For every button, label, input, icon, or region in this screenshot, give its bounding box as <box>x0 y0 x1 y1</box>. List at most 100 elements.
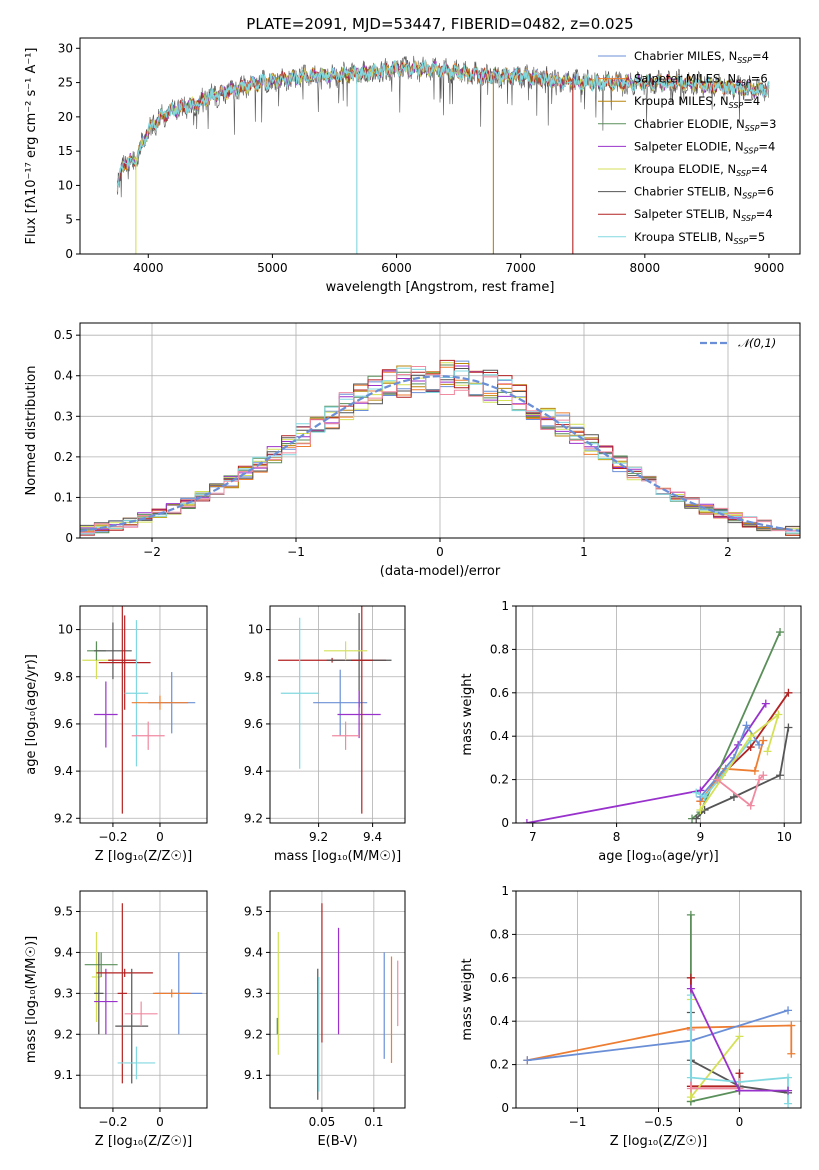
x-axis-label: Z [log₁₀(Z/Z☉)] <box>610 1134 707 1149</box>
y-axis-label: age [log₁₀(age/yr)] <box>24 654 39 775</box>
plot-area <box>276 903 399 1100</box>
x-axis-label: (data-model)/error <box>380 564 501 579</box>
x-tick-label: 4000 <box>133 261 164 275</box>
legend-entry: Salpeter STELIB, NSSP=4 <box>634 207 773 223</box>
legend-entry: Chabrier ELODIE, NSSP=3 <box>634 117 776 133</box>
x-tick-label: 0 <box>156 830 164 844</box>
data-point-marker <box>522 819 531 823</box>
x-tick-label: 0 <box>736 1115 744 1129</box>
axes-frame <box>79 605 208 824</box>
legend-entry-subscript: SSP <box>745 124 760 133</box>
x-axis-label: mass [log₁₀(M/M☉)] <box>274 849 401 864</box>
y-tick-label: 9.5 <box>54 904 73 918</box>
y-tick-label: 10 <box>248 623 263 637</box>
legend: 𝒩(0,1) <box>700 336 776 350</box>
axes-frame <box>79 37 801 255</box>
legend-entry: Chabrier STELIB, NSSP=6 <box>634 185 774 201</box>
weight-line <box>699 740 765 802</box>
figure-title: PLATE=2091, MJD=53447, FIBERID=0482, z=0… <box>246 15 633 33</box>
data-point-marker <box>776 771 785 780</box>
data-point-marker <box>763 747 772 756</box>
y-axis-label: mass [log₁₀(M/M☉)] <box>24 936 39 1063</box>
plot-area <box>522 628 793 823</box>
plot-area <box>523 910 796 1108</box>
legend-entry-subscript: SSP <box>741 214 756 223</box>
data-point-marker <box>784 1006 793 1015</box>
y-tick-label: 25 <box>58 76 73 90</box>
legend-entry-subscript: SSP <box>734 237 749 246</box>
legend-entry-subscript: SSP <box>736 79 751 88</box>
spectrum-line <box>116 58 770 187</box>
y-tick-label: 0.2 <box>490 773 509 787</box>
panel-age_vs_mass: 9.2 9.4 9.2 9.4 9.6 9.8 10 mass [log₁₀(M/M☉)] <box>244 605 406 864</box>
y-tick-label: 0.5 <box>54 328 73 342</box>
x-tick-label: −0.5 <box>644 1115 673 1129</box>
x-tick-label: 1 <box>580 545 588 559</box>
data-point-marker <box>686 1073 695 1082</box>
x-tick-label: 9000 <box>754 261 785 275</box>
axes-frame <box>515 605 802 824</box>
y-tick-label: 30 <box>58 41 73 55</box>
gaussian-curve <box>80 375 800 532</box>
x-axis-label: Z [log₁₀(Z/Z☉)] <box>95 1134 192 1149</box>
legend-entry: Kroupa STELIB, NSSP=5 <box>634 230 765 246</box>
y-tick-label: 9.2 <box>244 1027 263 1041</box>
x-tick-label: 2 <box>724 545 732 559</box>
y-tick-label: 9.4 <box>54 764 73 778</box>
panel-weight_vs_age: 7 8 9 10 0 0.2 0.4 0.6 0.8 1 age [log₁₀(age/yr)] ma… <box>460 599 802 864</box>
y-tick-label: 9.3 <box>54 986 73 1000</box>
y-tick-label: 9.2 <box>54 811 73 825</box>
panel-mass_vs_Z: −0.2 0 9.1 9.2 9.3 9.4 9.5 Z [log₁₀(Z/Z☉)] mass … <box>24 890 208 1149</box>
x-tick-label: 7 <box>529 830 537 844</box>
axes-frame <box>269 605 406 824</box>
data-point-marker <box>759 736 768 745</box>
legend-entry-text: Chabrier STELIB, N <box>634 185 742 199</box>
data-point-marker <box>750 766 759 775</box>
axes-frame <box>269 890 406 1109</box>
data-point-marker <box>523 1056 532 1065</box>
legend-entry: Salpeter ELODIE, NSSP=4 <box>634 139 775 155</box>
data-point-marker <box>784 1099 793 1108</box>
legend-entry-text: Salpeter STELIB, N <box>634 207 741 221</box>
x-axis-label: wavelength [Angstrom, rest frame] <box>326 280 555 295</box>
legend-entry-subscript: SSP <box>742 192 757 201</box>
y-tick-label: 9.4 <box>244 764 263 778</box>
data-point-marker <box>755 740 764 749</box>
y-tick-label: 0.4 <box>490 729 509 743</box>
y-tick-label: 0.2 <box>490 1058 509 1072</box>
x-tick-label: −2 <box>143 545 161 559</box>
y-tick-label: 0.2 <box>54 450 73 464</box>
y-tick-label: 0.4 <box>490 1014 509 1028</box>
data-point-marker <box>774 710 783 719</box>
x-tick-label: 6000 <box>381 261 412 275</box>
legend-entry-text: Kroupa MILES, N <box>634 94 729 108</box>
data-point-marker <box>735 1077 744 1086</box>
data-point-marker <box>696 805 705 814</box>
x-tick-label: 0.1 <box>364 1115 383 1129</box>
legend-entry: Kroupa ELODIE, NSSP=4 <box>634 162 768 178</box>
plot-area <box>116 55 770 254</box>
weight-line <box>716 774 764 808</box>
plot-area <box>84 903 203 1084</box>
y-tick-label: 20 <box>58 110 73 124</box>
legend-entry: 𝒩(0,1) <box>738 336 776 350</box>
data-point-marker <box>742 721 751 730</box>
legend-entry-tail: =4 <box>751 162 768 176</box>
legend-entry-subscript: SSP <box>737 56 752 65</box>
y-tick-label: 0 <box>501 1101 509 1115</box>
data-point-marker <box>692 814 701 823</box>
y-tick-label: 0.6 <box>490 971 509 985</box>
y-tick-label: 9.6 <box>54 717 73 731</box>
legend-entry-tail: =6 <box>751 72 768 86</box>
weight-line <box>699 712 781 811</box>
legend-entry-text: Chabrier ELODIE, N <box>634 117 745 131</box>
y-tick-label: 9.8 <box>54 670 73 684</box>
panel-mass_vs_ebv: 0.05 0.1 9.1 9.2 9.3 9.4 9.5 E(B-V) <box>244 890 406 1149</box>
x-tick-label: 9.4 <box>363 830 382 844</box>
y-tick-label: 10 <box>58 623 73 637</box>
y-tick-label: 9.3 <box>244 986 263 1000</box>
legend-entry-text: Salpeter ELODIE, N <box>634 139 744 153</box>
legend-entry-tail: =4 <box>752 49 769 63</box>
panel-weight_vs_Z: −1 −0.5 0 0 0.2 0.4 0.6 0.8 1 Z [log₁₀(Z/Z☉)] mass… <box>460 884 802 1149</box>
